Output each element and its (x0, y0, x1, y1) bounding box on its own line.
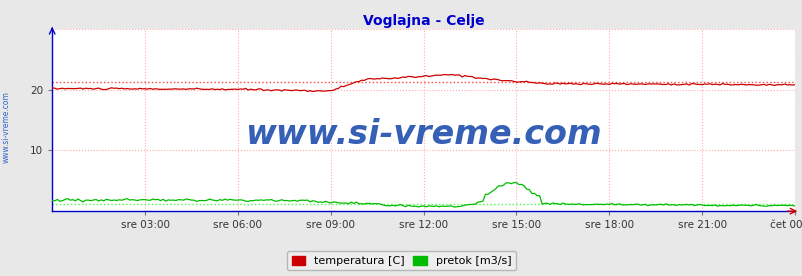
Text: www.si-vreme.com: www.si-vreme.com (2, 91, 11, 163)
Title: Voglajna - Celje: Voglajna - Celje (363, 14, 484, 28)
Text: www.si-vreme.com: www.si-vreme.com (245, 118, 602, 151)
Legend: temperatura [C], pretok [m3/s]: temperatura [C], pretok [m3/s] (287, 251, 515, 270)
